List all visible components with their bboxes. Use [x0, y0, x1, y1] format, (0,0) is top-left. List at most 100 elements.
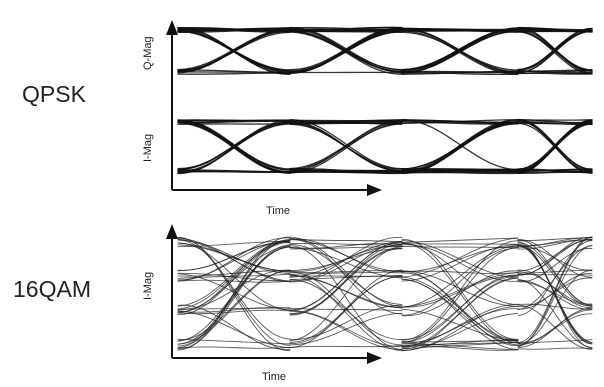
qpsk-i-trace	[401, 120, 519, 124]
qpsk-q-trace	[177, 29, 291, 75]
qpsk-i-trace	[289, 121, 403, 172]
qpsk-q-trace	[401, 28, 519, 31]
qpsk-i-trace	[289, 168, 403, 173]
qam16-i-trace	[289, 247, 403, 315]
qam16-i-trace	[401, 243, 519, 282]
qpsk-i-trace	[517, 120, 593, 171]
qam16-i-trace	[289, 270, 403, 274]
qam16-i-trace	[177, 346, 291, 349]
qam16-i-trace	[517, 245, 593, 271]
qam16-i-trace	[177, 273, 291, 311]
qpsk-q-trace	[517, 30, 593, 72]
qam16-i-trace	[289, 245, 403, 342]
qam16-i-trace	[177, 241, 291, 272]
qam16-i-trace	[517, 347, 593, 350]
qam16-i-trace	[177, 236, 291, 350]
qam16-i-trace	[177, 240, 291, 248]
qam16-i-trace	[289, 309, 403, 348]
qpsk-i-trace	[177, 120, 291, 174]
qam16-i-trace	[401, 340, 519, 343]
qpsk-q-axis-label: Q-Mag	[142, 36, 154, 70]
qam16-i-trace	[401, 278, 519, 351]
qam16-i-trace	[177, 309, 291, 315]
qpsk-i-trace	[177, 121, 291, 170]
qpsk-i-trace	[517, 121, 593, 124]
qam16-i-trace	[401, 305, 519, 351]
qam16-i-trace	[517, 236, 593, 343]
qam16-i-trace	[177, 237, 291, 281]
qam16-i-trace	[517, 245, 593, 346]
qam16-time-label: Time	[262, 371, 286, 383]
qam16-i-trace	[401, 240, 519, 341]
qam16-i-trace	[401, 247, 519, 343]
qpsk-q-trace	[517, 27, 593, 31]
qpsk-q-trace	[177, 26, 291, 31]
qam16-i-trace	[289, 245, 403, 350]
qpsk-label: QPSK	[22, 81, 87, 107]
qpsk-i-trace	[401, 171, 519, 175]
qam16-i-trace	[177, 242, 291, 311]
qam16-i-trace	[517, 279, 593, 311]
qam16-i-trace	[289, 312, 403, 346]
qam16-i-trace	[289, 274, 403, 280]
qpsk-i-trace	[289, 171, 403, 174]
qpsk-q-eye	[177, 26, 593, 76]
qam16-i-trace	[177, 238, 291, 282]
qpsk-i-trace	[517, 170, 593, 175]
qpsk-i-trace	[517, 122, 593, 126]
qam16-i-trace	[177, 242, 291, 273]
qam16-section: 16QAM I-Mag Time	[13, 224, 593, 383]
qam16-i-trace	[289, 238, 403, 315]
qpsk-i-trace	[401, 122, 519, 170]
qam16-i-trace	[517, 236, 593, 347]
qam16-i-trace	[177, 269, 291, 310]
qpsk-i-trace	[289, 119, 403, 123]
qam16-i-trace	[289, 274, 403, 352]
qam16-i-trace	[401, 246, 519, 272]
qpsk-q-trace	[517, 72, 593, 75]
qam16-i-trace	[177, 272, 291, 282]
qpsk-q-trace	[177, 72, 291, 75]
qpsk-q-trace	[401, 30, 519, 74]
qpsk-section: QPSK Q-Mag I-Mag Time	[22, 20, 593, 217]
qam16-i-trace	[289, 242, 403, 246]
qam16-i-trace	[517, 339, 593, 344]
qpsk-q-trace	[517, 30, 593, 73]
qam16-i-trace	[401, 243, 519, 245]
qpsk-q-trace	[401, 31, 519, 71]
qpsk-time-label: Time	[266, 205, 290, 217]
qam16-x-arrow-icon	[367, 352, 382, 364]
qpsk-q-trace	[289, 28, 403, 32]
qpsk-i-trace	[289, 119, 403, 125]
qpsk-x-arrow-icon	[367, 184, 382, 196]
qam16-i-trace	[177, 279, 291, 283]
qam16-i-trace	[401, 277, 519, 349]
qam16-i-trace	[177, 338, 291, 345]
qpsk-i-trace	[289, 121, 403, 170]
qpsk-i-trace	[401, 121, 519, 174]
qam16-i-trace	[401, 276, 519, 341]
qam16-i-trace	[401, 345, 519, 351]
qam16-y-arrow-icon	[166, 224, 178, 239]
qam16-i-eye	[177, 236, 593, 352]
qam16-i-trace	[401, 238, 519, 340]
qpsk-q-trace	[177, 28, 291, 71]
qam16-i-trace	[177, 246, 291, 351]
qam16-i-trace	[177, 310, 291, 349]
qpsk-i-eye	[177, 118, 593, 175]
qpsk-i-trace	[517, 119, 593, 174]
qam16-i-trace	[289, 310, 403, 350]
qam16-i-trace	[517, 245, 593, 311]
qam16-i-trace	[517, 280, 593, 307]
qam16-i-trace	[401, 247, 519, 316]
qam16-i-trace	[401, 275, 519, 308]
qpsk-q-trace	[177, 27, 291, 33]
qam16-i-trace	[177, 269, 291, 345]
qam16-i-trace	[289, 246, 403, 279]
qpsk-q-trace	[401, 28, 519, 73]
qam16-i-trace	[401, 270, 519, 307]
qam16-i-trace	[289, 269, 403, 349]
qpsk-i-trace	[517, 119, 593, 122]
qpsk-q-trace	[401, 72, 519, 76]
qam16-i-trace	[289, 242, 403, 249]
